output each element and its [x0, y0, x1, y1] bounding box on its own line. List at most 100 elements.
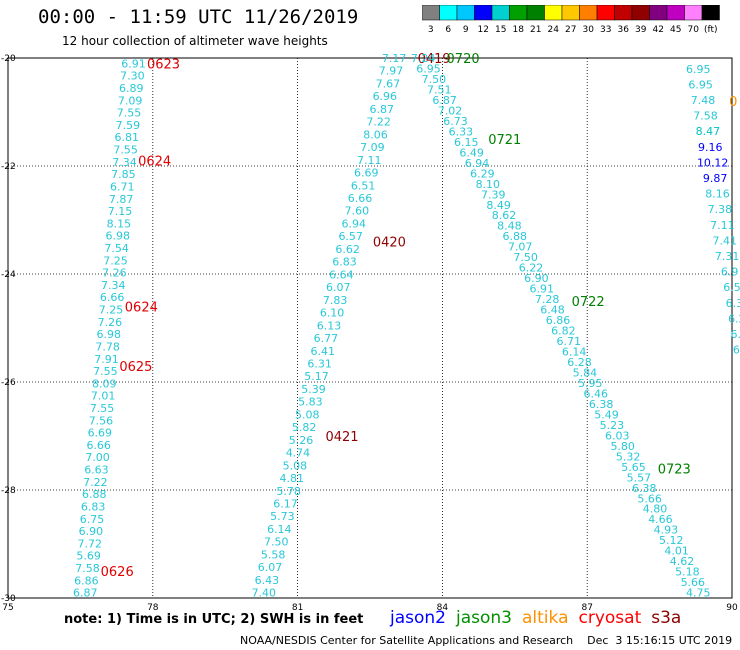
swh-value-label: 7.00: [85, 451, 110, 464]
tracks-layer: 6.917.306.897.097.557.596.817.557.347.85…: [73, 52, 740, 600]
swh-value-label: 7.56: [89, 414, 114, 427]
y-tick-label: -24: [1, 270, 16, 280]
scale-swatch: [701, 5, 720, 21]
swh-value-label: 7.34: [112, 156, 137, 169]
pass-time-label: 0624: [125, 300, 158, 315]
swh-value-label: 7.07: [508, 241, 533, 254]
satellite-legend-altika: altika: [522, 608, 569, 628]
pass-time-label: 0420: [373, 236, 406, 251]
swh-value-label: 4.74: [286, 447, 311, 460]
swh-value-label: 6.91: [121, 57, 146, 70]
scale-label: 30: [583, 25, 595, 35]
x-tick-label: 81: [292, 603, 303, 613]
scale-label: 24: [548, 25, 560, 35]
chart-subtitle: 12 hour collection of altimeter wave hei…: [62, 34, 328, 48]
swh-value-label: 8.49: [486, 199, 511, 212]
swh-value-label: 7.50: [513, 251, 538, 264]
scale-label: 33: [600, 25, 611, 35]
y-tick-label: -26: [1, 378, 16, 388]
swh-value-label: 7.50: [422, 73, 447, 86]
swh-value-label: 5.84: [573, 366, 598, 379]
swh-value-label: 7.58: [75, 562, 100, 575]
swh-value-label: 7.51: [427, 83, 452, 96]
swh-value-label: 6.51: [351, 179, 376, 192]
scale-label: 42: [653, 25, 664, 35]
swh-value-label: 7.34: [101, 279, 126, 292]
swh-value-label: 5.65: [621, 461, 646, 474]
scale-label: 39: [635, 25, 647, 35]
y-tick-label: -30: [1, 594, 16, 604]
satellite-legend-jason3: jason3: [456, 608, 512, 628]
swh-value-label: 6.13: [317, 319, 342, 332]
swh-value-label: 5.26: [289, 434, 314, 447]
scale-label: 9: [463, 25, 469, 35]
swh-value-label: 7.38: [708, 203, 733, 216]
swh-value-label: 5.49: [594, 408, 619, 421]
swh-value-label: 6.57: [338, 230, 363, 243]
swh-value-label: 6.87: [369, 103, 394, 116]
swh-value-label: 8.15: [107, 217, 132, 230]
swh-value-label: 8.09: [92, 377, 117, 390]
x-tick-label: 87: [581, 603, 592, 613]
swh-value-label: 6.49: [459, 146, 484, 159]
footer-credit: NOAA/NESDIS Center for Satellite Applica…: [240, 634, 733, 647]
swh-value-label: 6.88: [82, 488, 107, 501]
swh-value-label: 6.17: [273, 498, 298, 511]
footer-note: note: 1) Time is in UTC; 2) SWH is in fe…: [64, 612, 364, 627]
swh-value-label: 7.15: [108, 205, 133, 218]
swh-value-label: 6.03: [605, 429, 630, 442]
swh-value-label: 9.87: [703, 172, 728, 185]
swh-value-label: 7.59: [116, 119, 141, 132]
swh-value-label: 6.31: [307, 357, 332, 370]
satellite-legend-cryosat: cryosat: [578, 608, 642, 628]
swh-value-label: 6.38: [632, 482, 657, 495]
swh-value-label: 10.12: [697, 156, 729, 169]
swh-value-label: 7.25: [103, 254, 128, 267]
swh-value-label: 8.47: [696, 125, 721, 138]
swh-value-label: 7.17: [382, 52, 407, 65]
color-scale: 3 6 9 12 15 18 21 24 27 30 33 36 39 42 45 70 (ft): [422, 5, 720, 35]
swh-value-label: 5.57: [627, 471, 652, 484]
swh-value-label: 8.06: [363, 128, 388, 141]
swh-value-label: 5.17: [304, 370, 329, 383]
swh-value-label: 7.31: [715, 250, 740, 263]
scale-label: 27: [565, 25, 576, 35]
scale-label: 45: [670, 25, 681, 35]
swh-value-label: 6.62: [335, 243, 360, 256]
swh-value-label: 6.95: [686, 63, 711, 76]
swh-value-label: 5.18: [675, 566, 700, 579]
swh-value-label: 7.97: [379, 65, 404, 78]
swh-value-label: 6.96: [373, 90, 398, 103]
swh-value-label: 6.28: [567, 356, 592, 369]
swh-value-label: 5.12: [659, 534, 684, 547]
swh-value-label: 6.94: [342, 217, 367, 230]
swh-value-label: 6.95: [688, 78, 713, 91]
swh-value-label: 6.64: [329, 268, 354, 281]
swh-value-label: 7.85: [111, 168, 136, 181]
swh-value-label: 5.32: [616, 450, 641, 463]
pass-time-label: 0723: [658, 462, 691, 477]
swh-value-label: 4.81: [279, 472, 304, 485]
swh-value-label: 7.39: [481, 188, 506, 201]
scale-label: 36: [618, 25, 630, 35]
swh-value-label: 6.48: [540, 304, 565, 317]
swh-value-label: 7.09: [118, 94, 143, 107]
swh-value-label: 6.71: [110, 180, 135, 193]
satellite-legend: jason2 jason3 altika cryosat s3a: [390, 608, 691, 628]
swh-value-label: 7.48: [691, 94, 716, 107]
pass-time-label: 0721: [488, 133, 521, 148]
swh-value-label: 6.46: [583, 387, 608, 400]
swh-value-label: 7.55: [113, 144, 138, 157]
pass-time-label: 0: [729, 95, 737, 110]
pass-time-label: 0623: [147, 57, 180, 72]
swh-value-label: 7.30: [120, 70, 145, 83]
swh-value-label: 6.9: [721, 266, 739, 279]
swh-value-label: 7.58: [693, 110, 718, 123]
pass-time-label: 0421: [325, 430, 358, 445]
swh-value-label: 6.15: [454, 136, 479, 149]
swh-value-label: 7.24: [411, 52, 436, 65]
swh-value-label: 5.78: [276, 485, 301, 498]
x-tick-label: 78: [147, 603, 159, 613]
swh-value-label: 6.66: [348, 192, 373, 205]
swh-value-label: 5.66: [637, 492, 662, 505]
